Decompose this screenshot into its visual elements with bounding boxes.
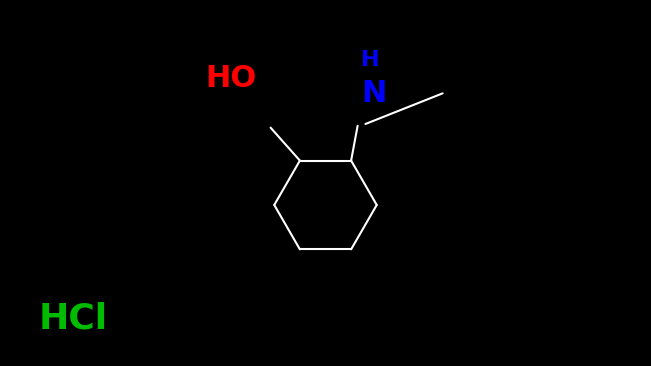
Text: N: N	[362, 79, 387, 108]
Text: HO: HO	[206, 64, 256, 93]
Text: H: H	[361, 51, 379, 70]
Text: HCl: HCl	[39, 302, 108, 335]
